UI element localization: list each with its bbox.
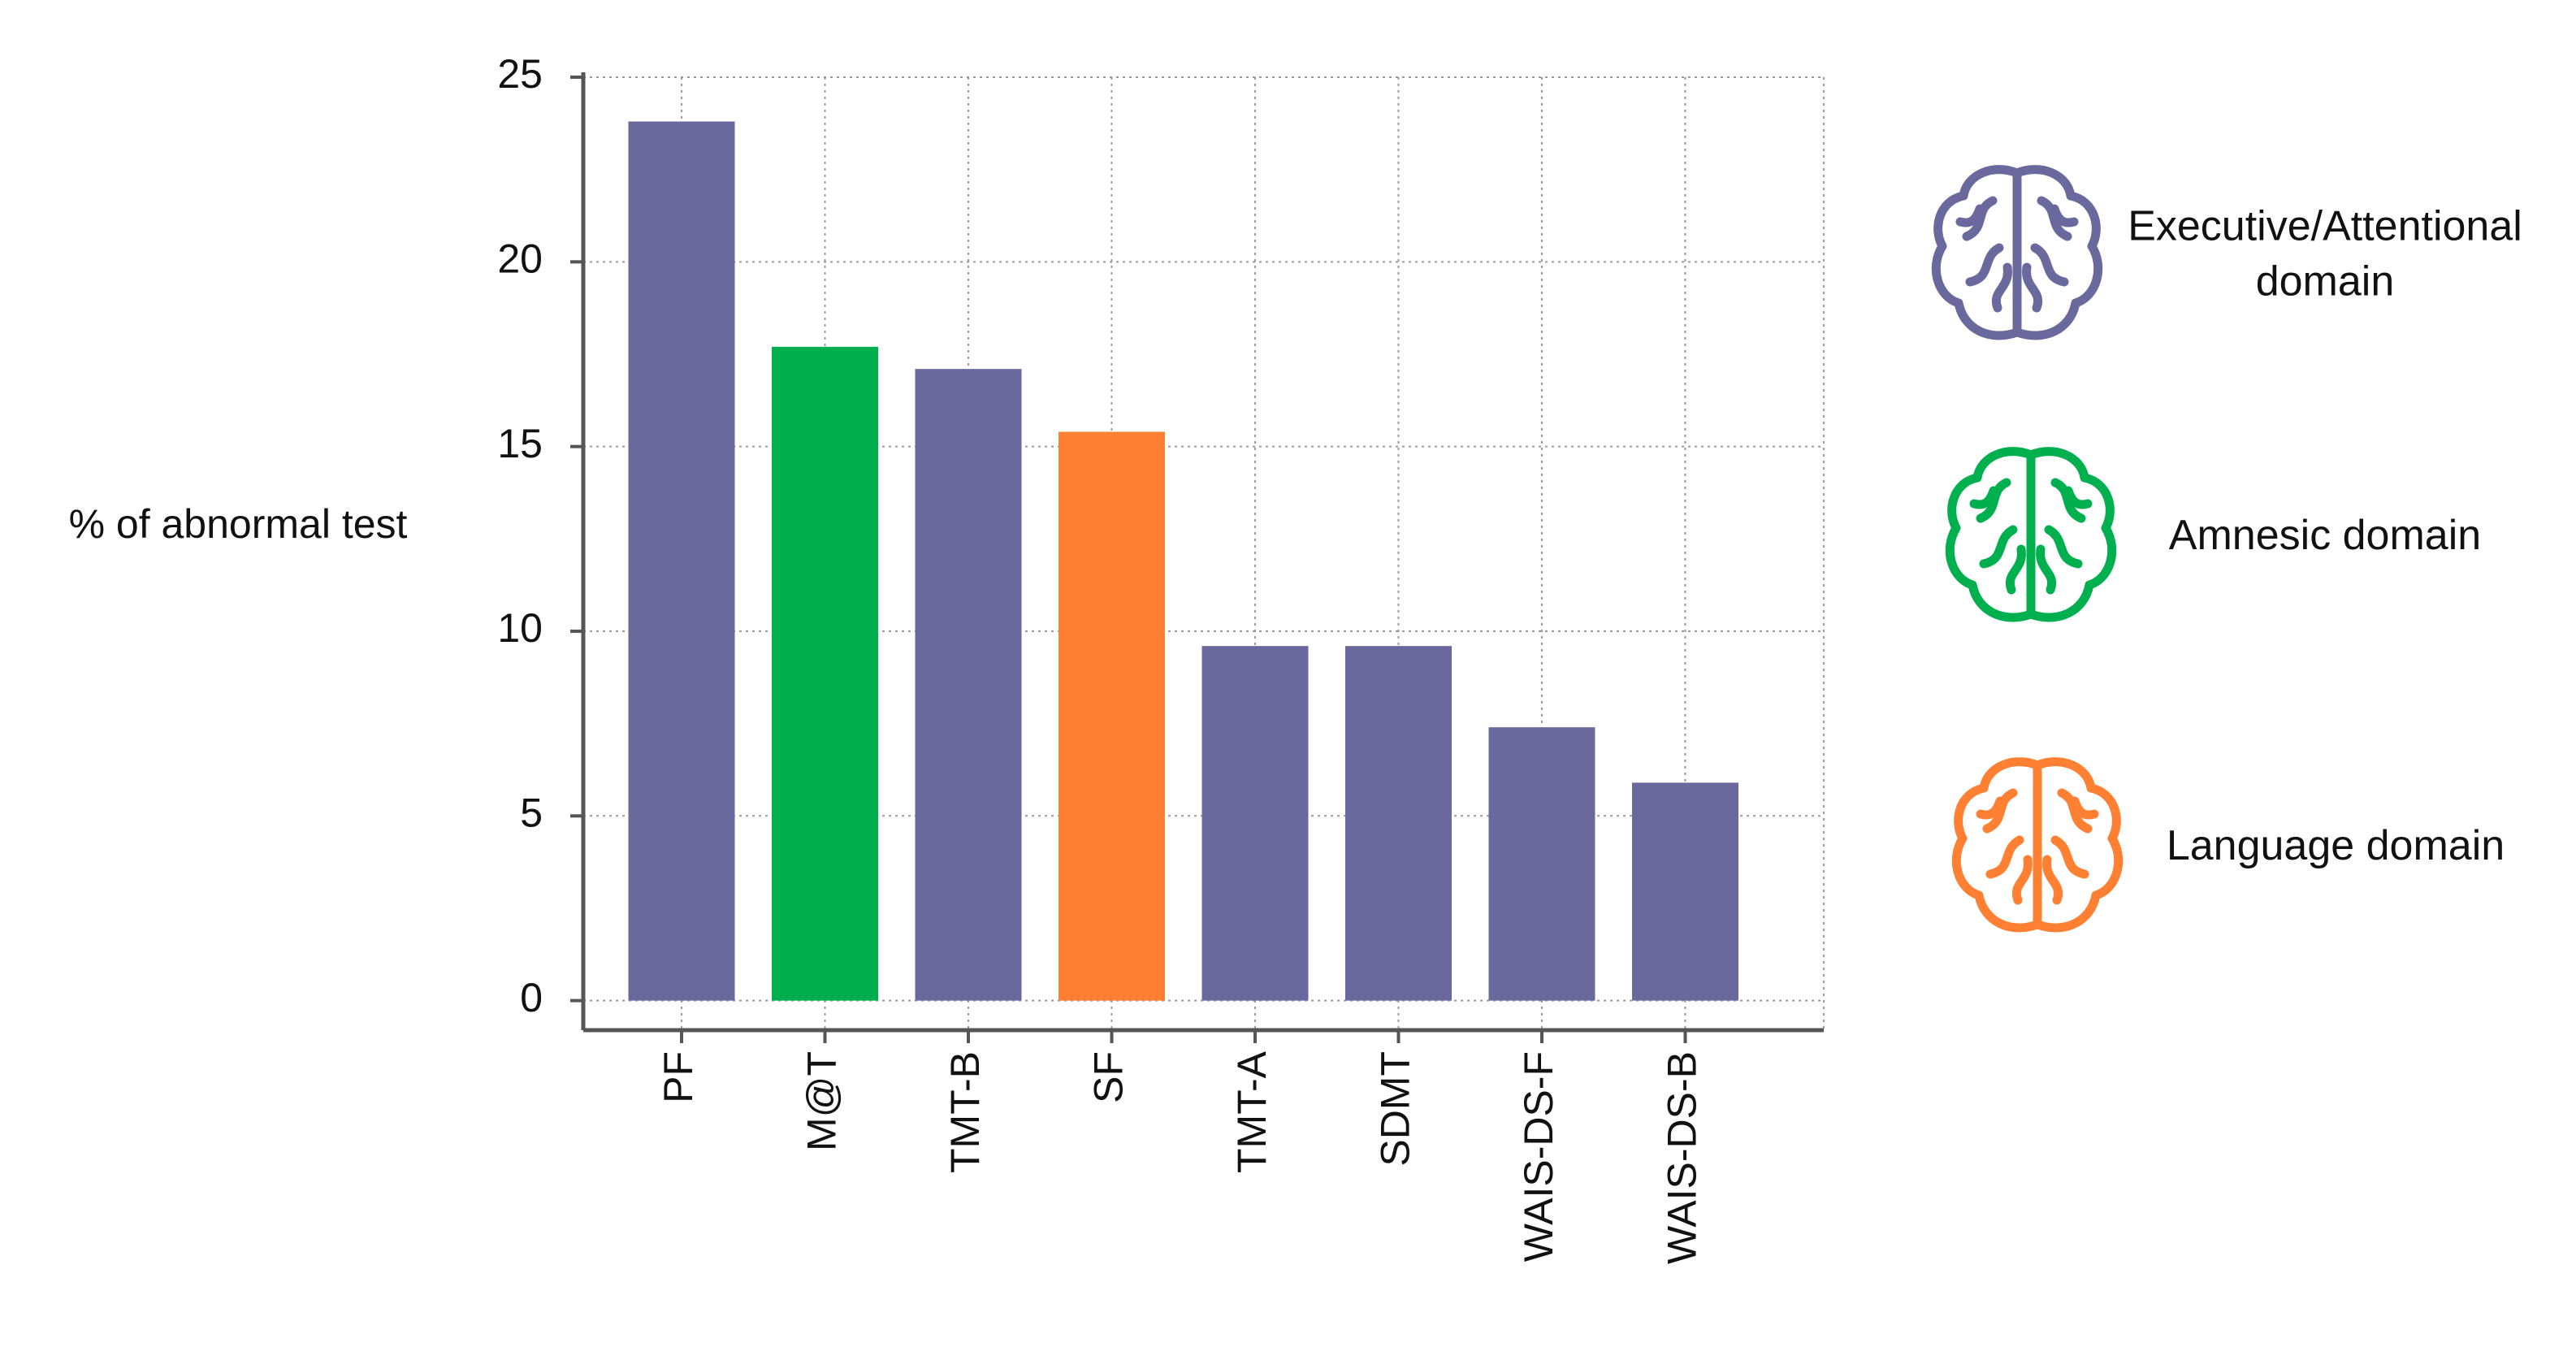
brain-fold	[2022, 262, 2043, 313]
brain-fold	[2011, 855, 2033, 905]
bar	[1488, 727, 1595, 1001]
x-tick-label: WAIS-DS-F	[1516, 1051, 1561, 1262]
brain-fold	[2050, 835, 2089, 879]
brain-outline	[1951, 757, 2042, 933]
bar	[1632, 782, 1738, 1001]
brain-half	[2033, 757, 2124, 933]
brain-fold	[1979, 525, 2018, 569]
brain-fold	[2044, 525, 2083, 569]
brain-fold	[1965, 243, 2004, 287]
x-tick-label: PF	[656, 1051, 701, 1103]
x-tick-label: SF	[1086, 1051, 1132, 1103]
y-axis-label: % of abnormal test	[69, 501, 408, 547]
bar	[1059, 431, 1165, 1001]
brain-fold	[1991, 262, 2012, 313]
y-tick-label: 5	[520, 790, 543, 836]
legend-label: Language domain	[2166, 822, 2505, 870]
brain-half	[1945, 447, 2036, 622]
brain-fold	[1962, 196, 1998, 241]
y-tick-label: 25	[497, 51, 543, 97]
brain-outline	[1945, 447, 2036, 622]
brain-fold	[2050, 204, 2079, 227]
brain-fold	[1976, 796, 2005, 820]
brain-fold	[2036, 544, 2057, 595]
y-tick-label: 0	[520, 975, 543, 1020]
y-tick-label: 10	[497, 605, 543, 651]
brain-fold	[2063, 486, 2093, 509]
brain-outline	[2033, 757, 2124, 933]
brain-half	[2012, 165, 2103, 340]
brain-fold	[1976, 478, 2011, 523]
bar	[772, 346, 878, 1001]
brain-half	[1931, 165, 2022, 340]
brain-half	[2026, 447, 2117, 622]
legend-label: Executive/Attentional domain	[2128, 202, 2522, 305]
y-tick-label: 15	[497, 421, 543, 466]
brain-half	[1951, 757, 2042, 933]
brain-outline	[1931, 165, 2022, 340]
brain-fold	[1969, 486, 1998, 509]
y-tick-label: 20	[497, 236, 543, 282]
legend-icon	[1945, 447, 2117, 622]
bar	[628, 121, 735, 1001]
brain-fold	[1985, 835, 2024, 879]
brain-fold	[2030, 243, 2069, 287]
legend-label: Amnesic domain	[2168, 512, 2482, 560]
brain-fold	[2005, 544, 2026, 595]
bar	[1345, 646, 1452, 1001]
legend-icon	[1951, 757, 2124, 933]
x-tick-label: WAIS-DS-B	[1660, 1051, 1705, 1264]
brain-fold	[1955, 204, 1985, 227]
brain-fold	[2070, 796, 2099, 820]
brain-fold	[2042, 855, 2063, 905]
x-tick-label: TMT-B	[942, 1051, 988, 1173]
x-tick-label: M@T	[799, 1051, 845, 1151]
brain-fold	[2037, 196, 2072, 241]
brain-fold	[2050, 478, 2086, 523]
x-tick-label: SDMT	[1373, 1051, 1418, 1167]
legend-icon	[1931, 165, 2103, 340]
brain-outline	[2012, 165, 2103, 340]
brain-fold	[2057, 788, 2093, 834]
brain-outline	[2026, 447, 2117, 622]
bar	[1201, 646, 1309, 1001]
bar	[915, 369, 1022, 1001]
brain-fold	[1982, 788, 2018, 834]
x-tick-label: TMT-A	[1229, 1050, 1275, 1173]
